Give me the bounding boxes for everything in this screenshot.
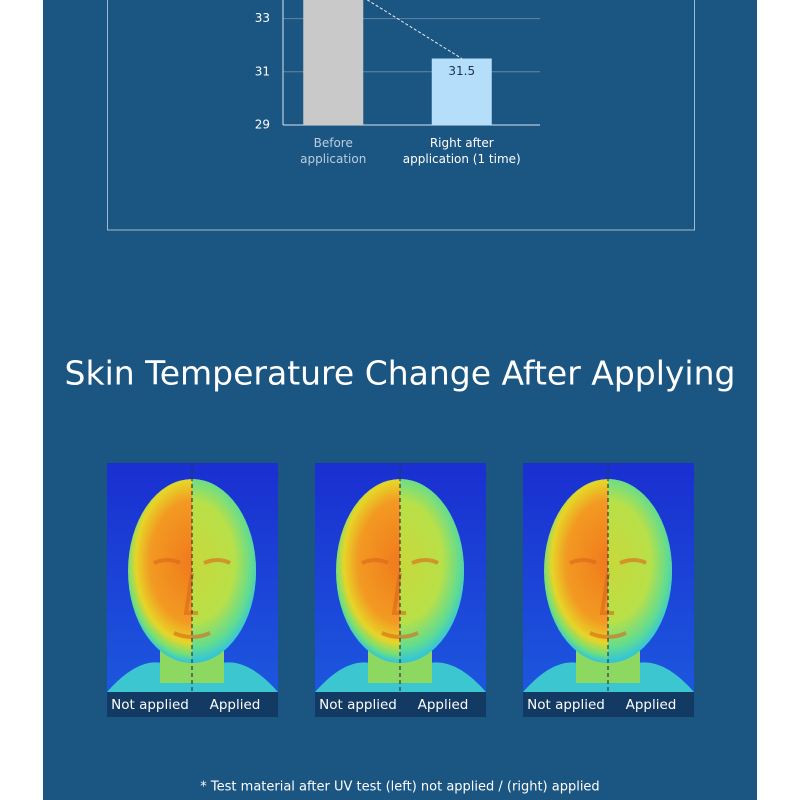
bar xyxy=(431,58,492,126)
trend-line xyxy=(366,0,463,59)
y-tick-label: 33 xyxy=(255,11,270,25)
x-tick-label: Right after application (1 time) xyxy=(403,136,521,166)
face-cool xyxy=(400,479,464,663)
y-tick-label: 31 xyxy=(255,64,270,78)
label-bar xyxy=(107,692,278,717)
left-label: Not applied xyxy=(319,697,397,713)
footnote: * Test material after UV test (left) not… xyxy=(200,780,599,795)
chart: 29 31 33 Before application Right after applic… xyxy=(255,0,540,166)
left-label: Not applied xyxy=(527,697,605,713)
face-cool xyxy=(608,479,672,663)
face-features xyxy=(361,558,439,639)
face-features xyxy=(569,558,647,639)
right-label: Applied xyxy=(210,697,261,713)
bar xyxy=(303,0,364,125)
section-title: Skin Temperature Change After Applying xyxy=(65,354,736,393)
chart-frame xyxy=(107,0,695,231)
right-label: Applied xyxy=(626,697,677,713)
thermal-panel: Not applied Applied xyxy=(315,463,486,717)
face-features xyxy=(153,558,231,639)
face-cool xyxy=(192,479,256,663)
x-tick-label: Before application xyxy=(300,136,366,166)
value-label: 31.5 xyxy=(448,64,475,78)
y-tick-label: 29 xyxy=(255,118,270,132)
label-bar xyxy=(315,692,486,717)
thermal-images: Not applied Applied Not applied Applied Not … xyxy=(107,463,694,717)
left-label: Not applied xyxy=(111,697,189,713)
thermal-panel: Not applied Applied xyxy=(107,463,278,717)
right-label: Applied xyxy=(418,697,469,713)
thermal-panel: Not applied Applied xyxy=(523,463,694,717)
label-bar xyxy=(523,692,694,717)
